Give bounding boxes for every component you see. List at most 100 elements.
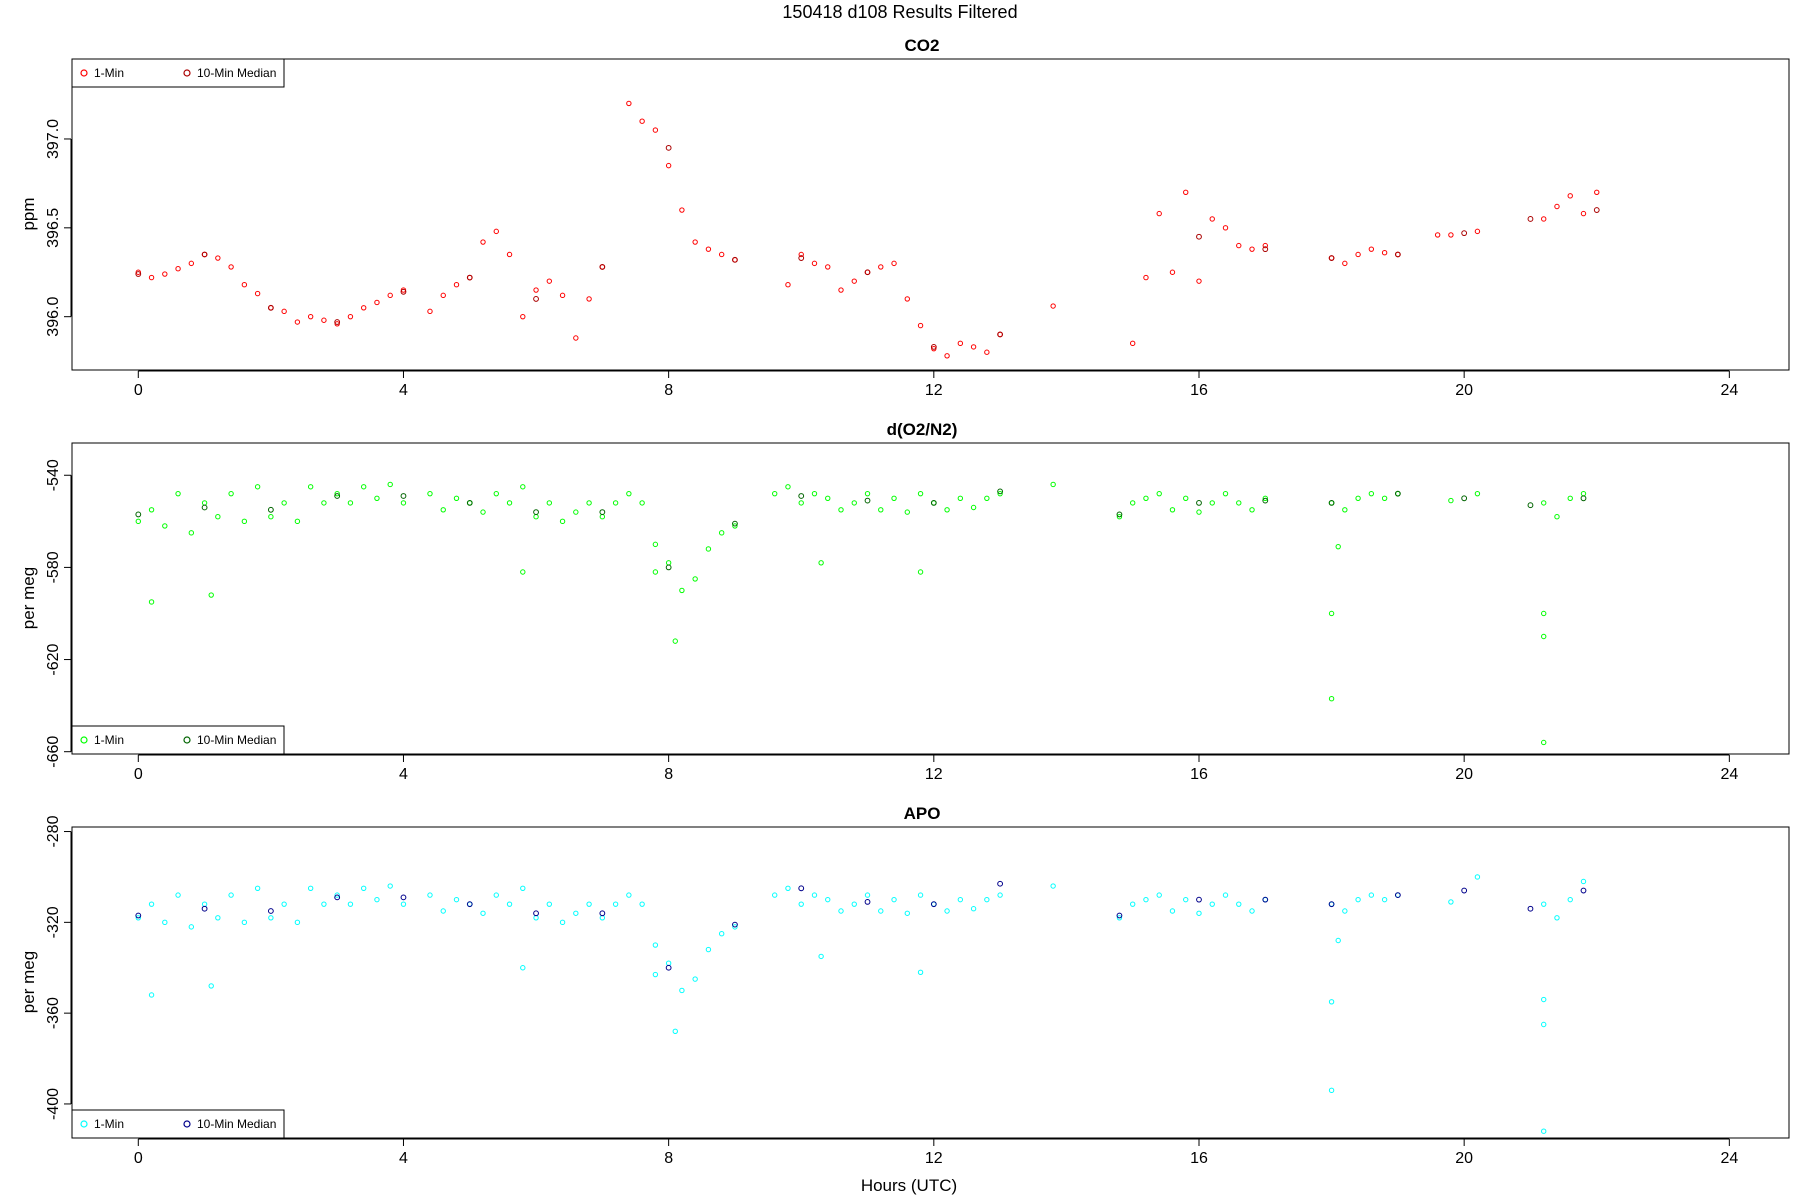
point-10min-median (135, 271, 142, 277)
point-1min (294, 919, 301, 926)
point-10min-median (665, 964, 672, 971)
point-1min (480, 239, 486, 245)
point-1min (785, 885, 791, 891)
point-1min (1183, 896, 1189, 903)
point-1min (533, 915, 539, 921)
point-1min (1355, 896, 1361, 903)
point-1min (201, 901, 208, 907)
point-1min (599, 915, 606, 921)
point-1min (718, 930, 725, 937)
y-axis: 396.0 396.5 397.0 (45, 119, 72, 337)
point-1min (878, 908, 884, 914)
point-1min (1050, 303, 1056, 309)
x-tick-label: 8 (664, 1150, 673, 1167)
point-1min (175, 490, 181, 497)
point-1min (665, 162, 672, 169)
point-10min-median (1116, 511, 1123, 518)
point-10min-median (997, 488, 1004, 495)
point-1min (228, 892, 234, 898)
point-10min-median (466, 274, 473, 281)
legend-marker-1min (80, 736, 88, 744)
point-1min (957, 896, 964, 903)
point-10min-median (1328, 255, 1335, 261)
point-1min (626, 100, 632, 107)
point-1min (1381, 250, 1388, 256)
point-1min (652, 971, 659, 978)
y-tick-label: -620 (45, 643, 62, 675)
point-1min (1249, 908, 1255, 914)
point-1min (679, 207, 685, 213)
point-1min (268, 514, 274, 520)
point-1min (1129, 500, 1136, 506)
point-1min (1169, 269, 1176, 275)
x-tick-label: 24 (1720, 1150, 1738, 1167)
point-1min (838, 507, 844, 513)
point-10min-median (798, 493, 805, 499)
data-points (135, 100, 1600, 359)
point-10min-median (135, 912, 142, 919)
y-tick-label: -280 (45, 815, 62, 847)
point-1min (1236, 500, 1242, 506)
point-1min (997, 490, 1003, 497)
point-1min (506, 500, 513, 506)
point-1min (1541, 216, 1547, 222)
point-1min (307, 313, 314, 320)
point-1min (917, 322, 924, 329)
point-1min (1169, 507, 1176, 513)
legend-label-median: 10-Min Median (197, 66, 276, 80)
x-tick-label: 0 (134, 766, 143, 783)
point-1min (520, 313, 526, 320)
point-1min (1196, 509, 1202, 515)
point-10min-median (1394, 892, 1401, 899)
point-1min (215, 255, 221, 261)
point-10min-median (864, 497, 871, 504)
x-tick-label: 16 (1190, 1150, 1208, 1167)
point-1min (957, 495, 964, 501)
x-tick-label: 20 (1455, 382, 1473, 399)
point-1min (904, 509, 910, 515)
point-1min (1541, 500, 1547, 506)
point-1min (201, 500, 208, 506)
point-1min (506, 251, 513, 258)
point-1min (453, 896, 460, 903)
point-1min (818, 560, 824, 566)
panel-title: APO (904, 804, 941, 823)
point-10min-median (665, 564, 672, 571)
legend-label-median: 10-Min Median (197, 1117, 276, 1131)
point-1min (851, 500, 857, 506)
point-1min (1236, 242, 1242, 249)
plot-frame (71, 442, 1790, 755)
point-1min (672, 1028, 678, 1035)
point-1min (334, 892, 340, 898)
point-1min (1050, 883, 1056, 889)
point-10min-median (930, 901, 937, 908)
point-1min (1355, 495, 1361, 501)
point-1min (1474, 490, 1481, 497)
point-1min (944, 908, 950, 914)
x-tick-label: 4 (399, 766, 408, 783)
point-1min (626, 892, 632, 898)
y-axis: -540 -580 -620 -660 (45, 459, 72, 768)
point-10min-median (599, 264, 606, 270)
point-1min (281, 901, 287, 907)
point-1min (208, 592, 214, 598)
point-1min (1474, 874, 1481, 880)
point-1min (984, 349, 990, 355)
point-10min-median (267, 304, 274, 311)
point-1min (559, 518, 566, 525)
point-1min (864, 892, 871, 898)
legend-marker-1min (80, 1120, 88, 1128)
point-1min (175, 892, 181, 898)
point-1min (334, 490, 340, 497)
point-1min (612, 901, 619, 907)
point-10min-median (201, 251, 208, 258)
point-1min (891, 896, 897, 903)
y-tick-label: 396.5 (45, 208, 62, 248)
point-10min-median (1527, 502, 1534, 509)
point-1min (917, 490, 924, 497)
point-1min (215, 514, 221, 520)
point-1min (188, 924, 195, 930)
point-1min (520, 569, 526, 575)
legend-box (71, 1109, 285, 1139)
point-1min (692, 976, 698, 982)
